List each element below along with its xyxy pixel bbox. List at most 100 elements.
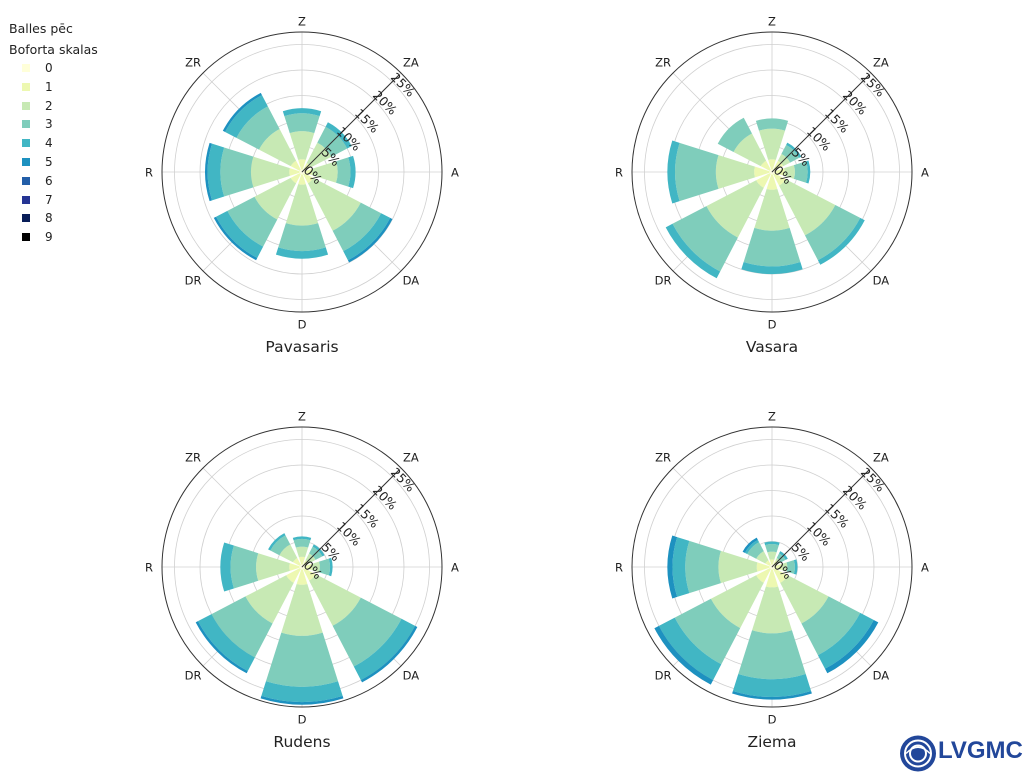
legend-item: 1 — [9, 79, 98, 98]
wedge-DA-class-0 — [302, 567, 305, 570]
direction-label-ZR: ZR — [655, 56, 671, 70]
wedge-A-class-3 — [793, 161, 808, 183]
wedge-D-class-2 — [285, 184, 319, 226]
wedge-DR-class-2 — [706, 180, 764, 238]
wind-wedges — [205, 92, 393, 263]
legend-swatch — [22, 233, 30, 242]
direction-label-DR: DR — [185, 273, 202, 287]
wedge-A-class-1 — [774, 563, 783, 571]
direction-label-A: A — [451, 166, 459, 180]
wedge-DA-class-3 — [332, 597, 402, 667]
radial-tick-label: 20% — [370, 483, 400, 513]
direction-label-DA: DA — [873, 668, 890, 682]
chart-title: Rudens — [273, 733, 330, 751]
wedge-R-class-2 — [715, 155, 755, 189]
wedge-Z-class-1 — [769, 559, 775, 565]
wedge-DA-class-2 — [780, 575, 829, 624]
radial-axis — [301, 469, 400, 568]
wedge-A-class-4 — [328, 557, 333, 577]
lvgmc-logo-text: LVGMC — [938, 737, 1023, 764]
direction-label-A: A — [451, 561, 459, 575]
legend-item: 5 — [9, 154, 98, 173]
wedge-R-class-1 — [289, 563, 300, 571]
legend-item: 4 — [9, 135, 98, 154]
wedge-D-class-3 — [738, 630, 806, 680]
wedge-D-class-0 — [301, 172, 303, 175]
direction-label-R: R — [145, 166, 153, 180]
radial-tick-label: 25% — [858, 70, 888, 100]
wedge-DA-class-0 — [772, 172, 775, 175]
legend-item: 9 — [9, 229, 98, 248]
outer-frame — [631, 426, 913, 708]
wedge-DR-class-1 — [756, 173, 771, 188]
wedge-DR-class-0 — [769, 172, 772, 175]
wedge-Z-class-1 — [298, 556, 306, 565]
wedge-DR-class-1 — [290, 173, 301, 184]
direction-label-D: D — [298, 318, 307, 332]
chart-title: Pavasaris — [265, 338, 338, 356]
wedge-DA-class-2 — [309, 574, 361, 626]
wedge-DR-class-3 — [211, 596, 273, 658]
radial-tick-label: 15% — [822, 501, 852, 531]
legend: Balles pēc Boforta skalas 0 1 2 3 4 5 6 7 8 9 — [9, 18, 98, 248]
radial-tick-label: 20% — [840, 483, 870, 513]
wedge-DA-class-1 — [773, 173, 786, 186]
direction-label-ZA: ZA — [403, 56, 419, 70]
legend-swatch — [22, 101, 30, 110]
wedge-D-class-1 — [298, 174, 306, 185]
wedge-R-class-3 — [685, 540, 721, 594]
direction-label-D: D — [768, 318, 777, 332]
wedge-ZR-class-4 — [744, 539, 760, 555]
wedge-R-class-4 — [220, 542, 234, 592]
wedge-R-class-0 — [769, 171, 772, 173]
wedge-Z-class-0 — [771, 564, 773, 567]
legend-item: 7 — [9, 192, 98, 211]
wedge-DR-class-4 — [665, 223, 721, 279]
wedge-Z-class-0 — [301, 564, 303, 567]
wedge-A-class-0 — [302, 566, 305, 568]
direction-label-Z: Z — [768, 410, 776, 424]
wedge-D-class-4 — [732, 674, 812, 698]
wedge-A-class-4 — [793, 559, 798, 575]
wedge-DR-class-3 — [227, 196, 278, 247]
direction-label-DA: DA — [403, 273, 420, 287]
radial-tick-label: 25% — [388, 70, 418, 100]
wedge-D-class-1 — [296, 569, 308, 585]
wedge-DA-class-3 — [801, 596, 861, 656]
wedge-A-class-0 — [772, 171, 775, 173]
wedge-ZR-class-0 — [769, 564, 772, 567]
radial-tick-label: 20% — [840, 88, 870, 118]
wedge-ZR-class-0 — [299, 169, 302, 172]
wedge-DR-class-0 — [299, 172, 302, 175]
wedge-Z-class-2 — [295, 546, 309, 558]
wedge-DA-class-1 — [303, 173, 314, 184]
wind-wedges — [654, 535, 879, 700]
wedge-Z-class-0 — [301, 169, 303, 172]
wedge-D-class-5 — [732, 691, 812, 700]
wedge-ZR-class-5 — [742, 537, 758, 553]
wedge-A-class-3 — [786, 560, 795, 574]
legend-label: 4 — [45, 136, 53, 151]
wedge-D-class-3 — [265, 632, 339, 687]
wedge-A-class-2 — [311, 161, 338, 183]
radial-tick-label: 10% — [804, 124, 834, 154]
legend-item: 2 — [9, 98, 98, 117]
outer-frame — [161, 426, 443, 708]
wedge-D-class-4 — [261, 681, 343, 703]
wedge-D-class-0 — [771, 172, 773, 175]
wedge-Z-class-1 — [768, 159, 776, 170]
wedge-Z-class-4 — [764, 541, 780, 546]
wedge-DR-class-3 — [672, 206, 738, 272]
direction-label-D: D — [768, 713, 777, 727]
legend-swatch — [22, 120, 30, 129]
wedge-D-class-4 — [275, 247, 329, 259]
wedge-D-class-2 — [754, 189, 790, 231]
wedge-ZR-class-3 — [717, 117, 752, 152]
direction-label-Z: Z — [768, 15, 776, 29]
legend-swatch — [22, 195, 30, 204]
radial-tick-label: 15% — [822, 106, 852, 136]
